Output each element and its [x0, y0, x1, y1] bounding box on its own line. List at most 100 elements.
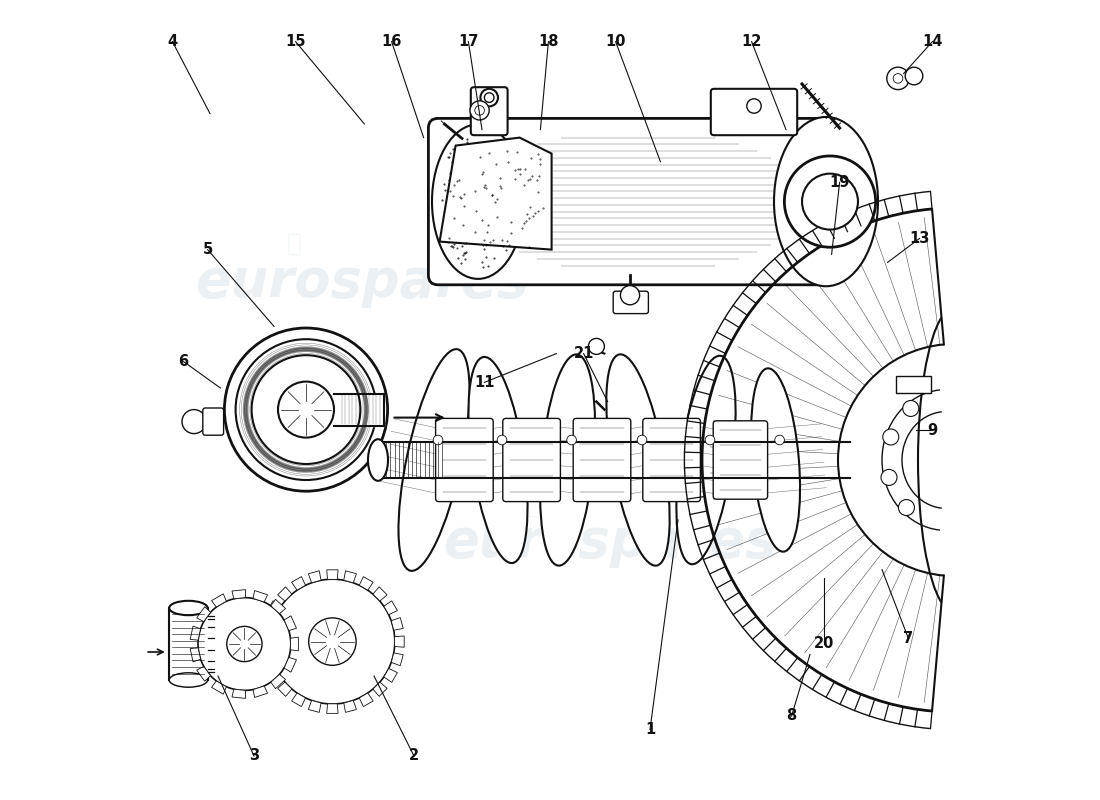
- Polygon shape: [373, 682, 387, 696]
- Ellipse shape: [676, 356, 736, 564]
- Text: eurospares: eurospares: [196, 256, 529, 308]
- Circle shape: [705, 435, 715, 445]
- Polygon shape: [197, 666, 210, 682]
- Circle shape: [893, 74, 903, 83]
- Polygon shape: [190, 626, 200, 640]
- Polygon shape: [197, 606, 210, 622]
- Circle shape: [905, 67, 923, 85]
- Circle shape: [881, 470, 896, 486]
- Circle shape: [309, 618, 356, 666]
- Polygon shape: [267, 669, 280, 682]
- Circle shape: [899, 499, 914, 515]
- Text: 15: 15: [285, 34, 306, 49]
- Circle shape: [484, 93, 494, 102]
- Polygon shape: [896, 377, 931, 393]
- Ellipse shape: [398, 349, 470, 571]
- Text: 14: 14: [922, 34, 943, 49]
- Circle shape: [747, 98, 761, 114]
- Circle shape: [278, 382, 334, 438]
- FancyBboxPatch shape: [436, 418, 493, 502]
- Text: 7: 7: [903, 631, 913, 646]
- Text: 8: 8: [786, 709, 796, 723]
- Text: 2: 2: [409, 749, 419, 763]
- Circle shape: [235, 339, 376, 480]
- Text: 9: 9: [927, 423, 937, 438]
- FancyBboxPatch shape: [471, 87, 507, 135]
- Circle shape: [198, 598, 290, 690]
- Polygon shape: [211, 594, 227, 607]
- Polygon shape: [344, 701, 356, 712]
- Text: 6: 6: [178, 354, 189, 369]
- Circle shape: [887, 67, 910, 90]
- Circle shape: [475, 106, 484, 115]
- Polygon shape: [395, 636, 404, 647]
- Text: 4: 4: [167, 34, 177, 49]
- Text: 12: 12: [741, 34, 762, 49]
- FancyBboxPatch shape: [573, 418, 630, 502]
- Polygon shape: [440, 138, 551, 250]
- Circle shape: [224, 328, 387, 491]
- Ellipse shape: [540, 354, 595, 566]
- Ellipse shape: [751, 368, 800, 552]
- Polygon shape: [232, 689, 245, 698]
- Ellipse shape: [481, 89, 498, 106]
- FancyBboxPatch shape: [713, 421, 768, 499]
- Polygon shape: [271, 599, 286, 614]
- Circle shape: [497, 435, 507, 445]
- Text: 13: 13: [910, 231, 930, 246]
- Polygon shape: [262, 653, 274, 666]
- Polygon shape: [360, 693, 373, 706]
- Polygon shape: [327, 704, 338, 714]
- Circle shape: [566, 435, 576, 445]
- Ellipse shape: [774, 117, 878, 286]
- Polygon shape: [292, 577, 306, 590]
- Ellipse shape: [368, 439, 388, 481]
- Polygon shape: [392, 653, 404, 666]
- Circle shape: [182, 410, 206, 434]
- Text: 🐎: 🐎: [527, 494, 541, 518]
- Text: 20: 20: [813, 637, 834, 651]
- Polygon shape: [344, 571, 356, 582]
- Circle shape: [802, 174, 858, 230]
- Polygon shape: [284, 658, 297, 672]
- Circle shape: [433, 435, 443, 445]
- Circle shape: [470, 101, 490, 120]
- Polygon shape: [290, 637, 298, 651]
- Ellipse shape: [169, 601, 208, 615]
- Text: 21: 21: [573, 346, 594, 361]
- Polygon shape: [373, 587, 387, 601]
- Polygon shape: [360, 577, 373, 590]
- Text: 19: 19: [829, 175, 850, 190]
- Polygon shape: [211, 681, 227, 694]
- Ellipse shape: [469, 357, 528, 563]
- Text: 3: 3: [249, 749, 260, 763]
- Polygon shape: [267, 601, 280, 614]
- Polygon shape: [392, 618, 404, 630]
- Polygon shape: [308, 571, 321, 582]
- Polygon shape: [271, 674, 286, 689]
- Polygon shape: [384, 601, 397, 614]
- Polygon shape: [169, 608, 208, 680]
- Circle shape: [784, 156, 876, 247]
- Text: 10: 10: [605, 34, 626, 49]
- Polygon shape: [253, 590, 267, 602]
- Polygon shape: [262, 618, 274, 630]
- Text: 17: 17: [459, 34, 478, 49]
- FancyBboxPatch shape: [711, 89, 798, 135]
- Circle shape: [270, 579, 395, 704]
- Circle shape: [227, 626, 262, 662]
- FancyBboxPatch shape: [503, 418, 560, 502]
- Polygon shape: [277, 682, 292, 696]
- Circle shape: [637, 435, 647, 445]
- Text: 11: 11: [474, 375, 495, 390]
- Text: eurospares: eurospares: [443, 517, 777, 568]
- FancyBboxPatch shape: [642, 418, 701, 502]
- Text: 18: 18: [538, 34, 559, 49]
- Circle shape: [903, 401, 918, 417]
- FancyBboxPatch shape: [202, 408, 223, 435]
- Polygon shape: [190, 648, 200, 662]
- Polygon shape: [253, 686, 267, 698]
- Polygon shape: [261, 636, 271, 647]
- Text: 5: 5: [202, 242, 212, 257]
- Ellipse shape: [432, 124, 524, 279]
